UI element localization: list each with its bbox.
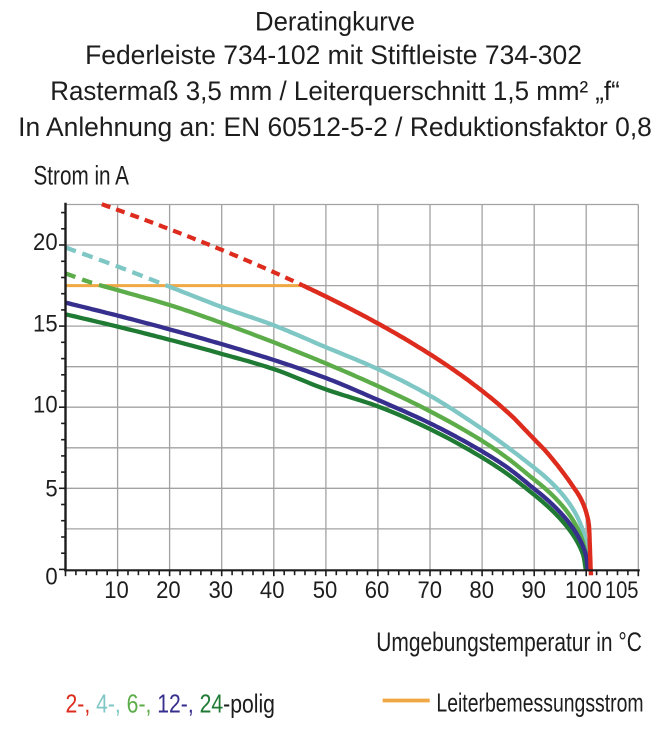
svg-text:2-, 4-, 6-, 12-, 24-polig: 2-, 4-, 6-, 12-, 24-polig xyxy=(66,691,275,720)
svg-text:Leiterbemessungsstrom: Leiterbemessungsstrom xyxy=(436,688,643,717)
svg-text:Federleiste 734-102 mit Stiftl: Federleiste 734-102 mit Stiftleiste 734-… xyxy=(85,40,582,70)
svg-text:0: 0 xyxy=(45,563,57,590)
svg-text:30: 30 xyxy=(209,576,234,603)
svg-text:105: 105 xyxy=(605,577,639,604)
svg-text:10: 10 xyxy=(104,576,129,603)
svg-text:90: 90 xyxy=(521,576,546,603)
svg-text:80: 80 xyxy=(469,576,494,603)
svg-text:Umgebungstemperatur in °C: Umgebungstemperatur in °C xyxy=(376,628,642,658)
svg-text:15: 15 xyxy=(33,310,58,337)
svg-text:Strom in A: Strom in A xyxy=(34,161,129,191)
svg-text:60: 60 xyxy=(365,576,390,603)
svg-text:10: 10 xyxy=(33,391,58,418)
svg-text:5: 5 xyxy=(45,475,57,502)
svg-text:In Anlehnung an: EN 60512-5-2: In Anlehnung an: EN 60512-5-2 / Reduktio… xyxy=(18,112,652,142)
svg-text:Deratingkurve: Deratingkurve xyxy=(255,6,415,37)
svg-text:20: 20 xyxy=(33,228,58,255)
svg-text:40: 40 xyxy=(260,576,285,603)
svg-text:100: 100 xyxy=(565,576,602,603)
svg-text:50: 50 xyxy=(313,576,338,603)
svg-text:70: 70 xyxy=(418,576,443,603)
svg-text:Rastermaß 3,5 mm / Leiterquers: Rastermaß 3,5 mm / Leiterquerschnitt 1,5… xyxy=(50,75,620,106)
svg-text:20: 20 xyxy=(156,576,181,603)
